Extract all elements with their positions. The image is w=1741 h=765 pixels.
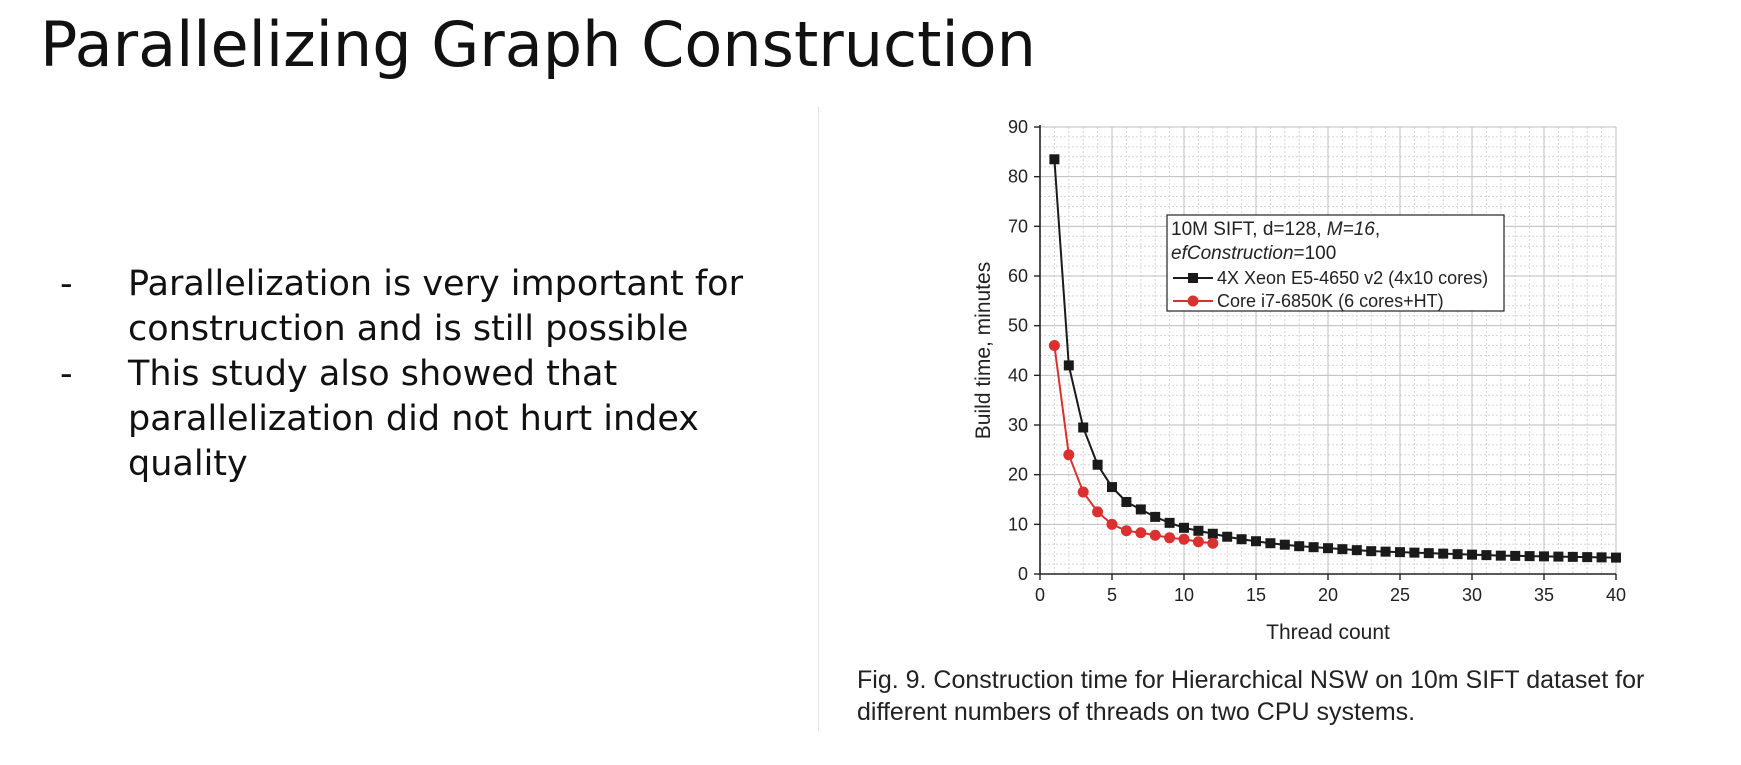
- data-point-square: [1207, 528, 1218, 539]
- data-point-circle: [1164, 532, 1176, 544]
- data-point-square: [1452, 549, 1463, 560]
- x-tick-label: 25: [1390, 585, 1410, 605]
- y-tick-label: 50: [1008, 316, 1028, 336]
- data-point-square: [1467, 549, 1477, 560]
- y-tick-label: 10: [1008, 514, 1028, 534]
- data-point-square: [1337, 544, 1348, 555]
- legend-entry: Core i7-6850K (6 cores+HT): [1217, 291, 1444, 311]
- data-point-square: [1596, 552, 1607, 563]
- y-axis-label: Build time, minutes: [972, 262, 995, 439]
- bullet-list: - Parallelization is very important for …: [60, 262, 780, 487]
- data-point-square: [1395, 547, 1405, 558]
- x-tick-label: 15: [1246, 585, 1266, 605]
- x-tick-label: 20: [1318, 585, 1338, 605]
- data-point-square: [1495, 550, 1506, 561]
- data-point-square: [1582, 552, 1593, 563]
- y-tick-label: 90: [1008, 117, 1028, 137]
- data-point-square: [1049, 154, 1060, 165]
- data-point-square: [1409, 547, 1420, 558]
- legend-title: 10M SIFT, d=128, M=16,: [1171, 219, 1380, 240]
- data-point-square: [1265, 538, 1276, 549]
- data-point-square: [1279, 539, 1290, 550]
- x-tick-label: 10: [1174, 585, 1194, 605]
- bullet-item: - Parallelization is very important for …: [60, 262, 780, 352]
- bullet-item: - This study also showed that paralleliz…: [60, 352, 780, 487]
- x-tick-label: 40: [1606, 585, 1626, 605]
- data-point-circle: [1149, 529, 1161, 541]
- y-tick-label: 60: [1008, 266, 1028, 286]
- series-line: [1053, 159, 1617, 559]
- data-point-square: [1423, 548, 1434, 559]
- data-point-circle: [1135, 527, 1147, 539]
- data-point-square: [1150, 511, 1161, 522]
- column-divider: [818, 107, 819, 731]
- data-point-square: [1380, 546, 1391, 557]
- data-point-square: [1539, 551, 1549, 562]
- data-point-square: [1553, 551, 1564, 562]
- bullet-text: Parallelization is very important for co…: [128, 264, 743, 349]
- data-point-circle: [1178, 533, 1190, 545]
- y-tick-label: 0: [1018, 564, 1028, 584]
- data-point-circle: [1077, 486, 1089, 498]
- data-point-square: [1078, 422, 1089, 433]
- data-point-square: [1251, 536, 1261, 547]
- data-point-circle: [1106, 518, 1118, 530]
- data-point-circle: [1063, 449, 1075, 461]
- data-point-square: [1063, 360, 1074, 371]
- data-point-circle: [1192, 536, 1204, 548]
- y-tick-label: 30: [1008, 415, 1028, 435]
- data-point-square: [1092, 459, 1103, 470]
- x-tick-label: 30: [1462, 585, 1482, 605]
- data-point-square: [1567, 551, 1578, 562]
- bullet-text: This study also showed that parallelizat…: [128, 354, 700, 484]
- legend-box: [1166, 214, 1505, 312]
- data-point-square: [1323, 543, 1333, 554]
- data-point-circle: [1092, 506, 1104, 518]
- legend-marker-circle: [1187, 295, 1199, 307]
- data-point-square: [1366, 546, 1377, 557]
- legend-entry: 4X Xeon E5-4650 v2 (4x10 cores): [1217, 268, 1488, 288]
- y-tick-label: 70: [1008, 216, 1028, 236]
- data-point-square: [1510, 550, 1521, 561]
- data-point-square: [1164, 517, 1175, 528]
- data-point-square: [1222, 531, 1233, 542]
- x-axis-label: Thread count: [1266, 621, 1390, 644]
- y-tick-label: 80: [1008, 167, 1028, 187]
- figure: 0 5 10 15 20 25 30 35 40 0 10 20 30 40 50 60 70 80 90 Threa…: [820, 100, 1741, 740]
- data-point-square: [1438, 548, 1449, 559]
- legend-title-line2: efConstruction=100: [1171, 243, 1336, 264]
- figure-caption: Fig. 9. Construction time for Hierarchic…: [857, 666, 1645, 726]
- data-point-square: [1179, 522, 1189, 533]
- data-point-square: [1308, 542, 1319, 553]
- bullet-marker: -: [60, 354, 73, 394]
- slide-title: Parallelizing Graph Construction: [40, 8, 1036, 81]
- build-time-chart: 0 5 10 15 20 25 30 35 40 0 10 20 30 40 50 60 70 80 90 Threa…: [972, 117, 1626, 644]
- data-point-square: [1524, 551, 1535, 562]
- x-tick-label: 35: [1534, 585, 1554, 605]
- x-tick-label: 0: [1035, 585, 1045, 605]
- data-point-square: [1611, 552, 1621, 563]
- data-point-circle: [1207, 537, 1219, 549]
- bullet-marker: -: [60, 264, 73, 304]
- data-point-circle: [1048, 340, 1060, 352]
- data-point-square: [1121, 496, 1132, 507]
- data-point-square: [1236, 534, 1247, 545]
- y-tick-label: 20: [1008, 465, 1028, 485]
- data-point-square: [1193, 525, 1204, 536]
- y-tick-label: 40: [1008, 365, 1028, 385]
- data-point-circle: [1120, 525, 1132, 537]
- data-point-square: [1135, 504, 1146, 515]
- data-point-square: [1107, 482, 1117, 493]
- legend-marker-square: [1188, 273, 1198, 283]
- data-point-square: [1294, 541, 1305, 552]
- data-point-square: [1351, 545, 1362, 556]
- x-tick-label: 5: [1107, 585, 1117, 605]
- data-point-square: [1481, 550, 1492, 561]
